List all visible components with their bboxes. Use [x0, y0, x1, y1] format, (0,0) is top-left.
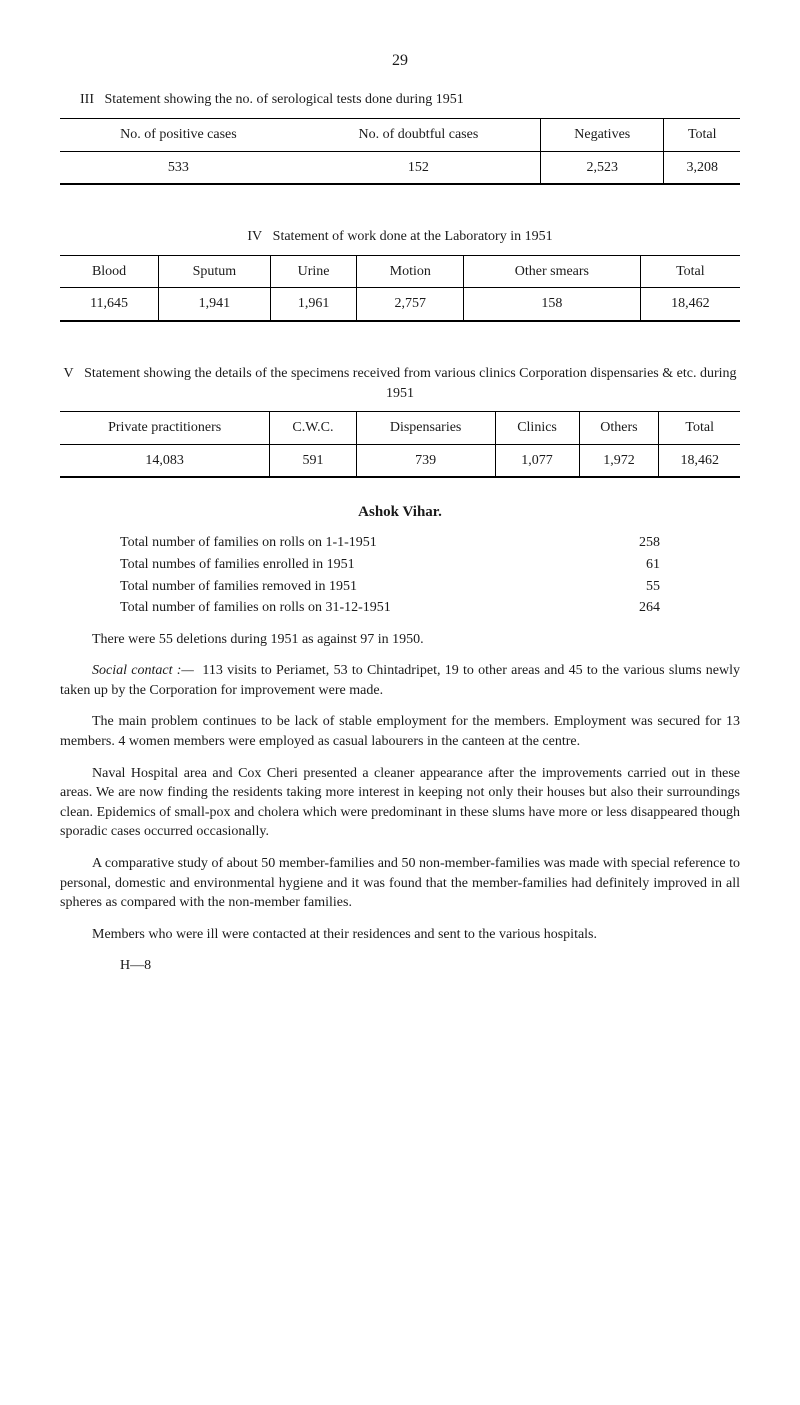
table5-h0: Private practitioners	[60, 412, 270, 445]
table4-c3: 2,757	[357, 288, 464, 321]
table3-h2: Negatives	[541, 118, 664, 151]
table4-h2: Urine	[270, 255, 357, 288]
list-label: Total number of families removed in 1951	[120, 577, 357, 597]
table5-h5: Total	[659, 412, 740, 445]
list-label: Total numbes of families enrolled in 195…	[120, 555, 355, 575]
table4-h0: Blood	[60, 255, 159, 288]
table5-h4: Others	[579, 412, 659, 445]
table5-caption-text: Statement showing the details of the spe…	[84, 366, 736, 401]
table3-h3: Total	[664, 118, 740, 151]
table3-c3: 3,208	[664, 151, 740, 184]
table5: Private practitioners C.W.C. Dispensarie…	[60, 411, 740, 478]
list-item: Total numbes of families enrolled in 195…	[60, 555, 740, 575]
table5-c5: 18,462	[659, 444, 740, 477]
table5-c0: 14,083	[60, 444, 270, 477]
table5-h1: C.W.C.	[270, 412, 356, 445]
table5-h3: Clinics	[495, 412, 579, 445]
table5-c2: 739	[356, 444, 495, 477]
table3-c0: 533	[60, 151, 297, 184]
table4: Blood Sputum Urine Motion Other smears T…	[60, 255, 740, 322]
table5-c4: 1,972	[579, 444, 659, 477]
table4-caption-text: Statement of work done at the Laboratory…	[273, 229, 553, 244]
table4-h4: Other smears	[464, 255, 641, 288]
para-employment: The main problem continues to be lack of…	[60, 712, 740, 751]
list-value: 61	[646, 555, 660, 575]
table4-c4: 158	[464, 288, 641, 321]
table5-caption: V Statement showing the details of the s…	[60, 364, 740, 403]
page-signature: H—8	[60, 956, 740, 976]
list-label: Total number of families on rolls on 31-…	[120, 598, 391, 618]
list-value: 258	[639, 533, 660, 553]
list-item: Total number of families on rolls on 31-…	[60, 598, 740, 618]
list-value: 55	[646, 577, 660, 597]
table3: No. of positive cases No. of doubtful ca…	[60, 118, 740, 185]
para-social-contact: Social contact :— 113 visits to Periamet…	[60, 661, 740, 700]
social-contact-label: Social contact :—	[92, 663, 194, 678]
list-value: 264	[639, 598, 660, 618]
table5-h2: Dispensaries	[356, 412, 495, 445]
table4-caption-prefix: IV	[247, 229, 262, 244]
para-naval: Naval Hospital area and Cox Cheri presen…	[60, 764, 740, 842]
table3-h1: No. of doubtful cases	[297, 118, 541, 151]
list-item: Total number of families on rolls on 1-1…	[60, 533, 740, 553]
table4-c0: 11,645	[60, 288, 159, 321]
table4-c2: 1,961	[270, 288, 357, 321]
table4-h5: Total	[640, 255, 740, 288]
table3-caption: III Statement showing the no. of serolog…	[60, 90, 740, 110]
para-members-ill: Members who were ill were contacted at t…	[60, 925, 740, 945]
table3-c1: 152	[297, 151, 541, 184]
ashok-heading: Ashok Vihar.	[60, 502, 740, 523]
table4-c5: 18,462	[640, 288, 740, 321]
list-item: Total number of families removed in 1951…	[60, 577, 740, 597]
table3-h0: No. of positive cases	[60, 118, 297, 151]
list-label: Total number of families on rolls on 1-1…	[120, 533, 377, 553]
table5-c3: 1,077	[495, 444, 579, 477]
table5-caption-prefix: V	[63, 366, 73, 381]
table4-caption: IV Statement of work done at the Laborat…	[60, 227, 740, 247]
table4-h1: Sputum	[159, 255, 271, 288]
table3-c2: 2,523	[541, 151, 664, 184]
para-comparative: A comparative study of about 50 member-f…	[60, 854, 740, 913]
table4-h3: Motion	[357, 255, 464, 288]
table3-caption-prefix: III	[80, 92, 94, 107]
page-number: 29	[60, 50, 740, 72]
table5-c1: 591	[270, 444, 356, 477]
para-deletions: There were 55 deletions during 1951 as a…	[60, 630, 740, 650]
table3-caption-text: Statement showing the no. of serological…	[105, 92, 464, 107]
table4-c1: 1,941	[159, 288, 271, 321]
